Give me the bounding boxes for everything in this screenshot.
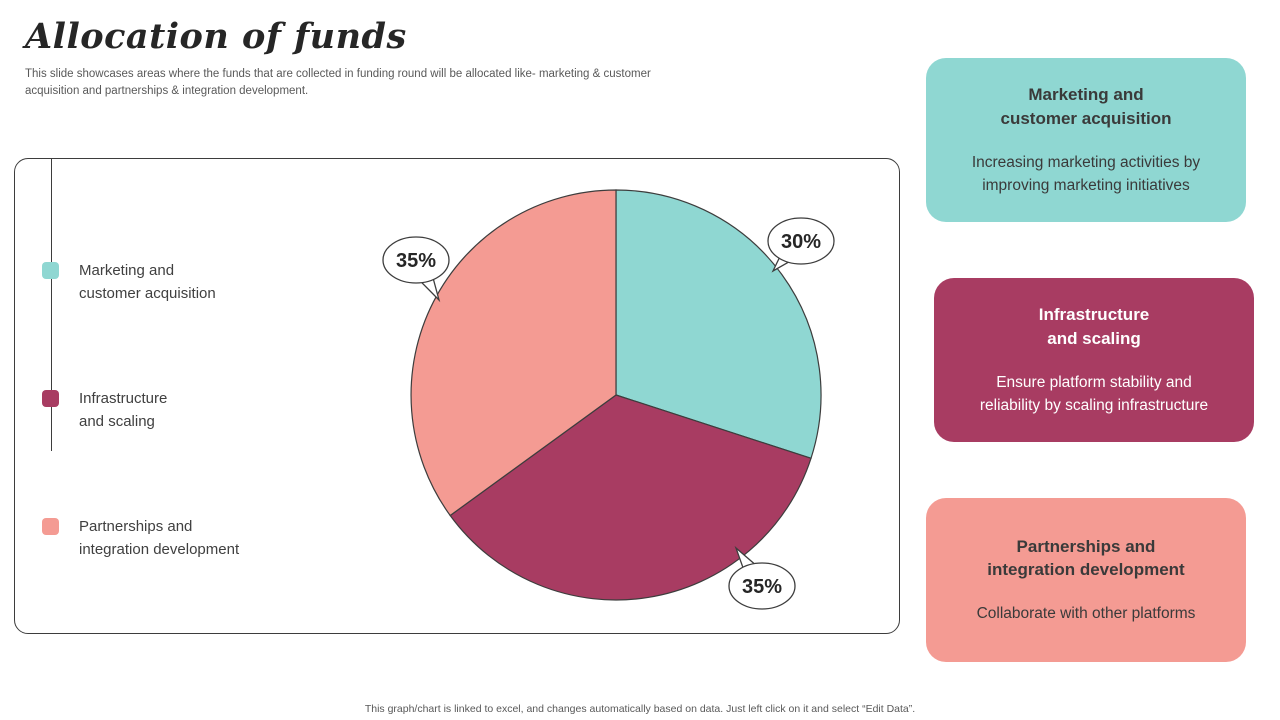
- callout-label-1: 35%: [742, 576, 782, 598]
- legend-item-partnerships: Partnerships and integration development: [42, 515, 239, 562]
- legend-item-marketing: Marketing and customer acquisition: [42, 259, 216, 306]
- card-infrastructure: Infrastructure and scaling Ensure platfo…: [934, 278, 1254, 442]
- pie-chart[interactable]: 30% 35% 35%: [15, 159, 899, 633]
- page-title: Allocation of funds: [25, 16, 407, 57]
- legend-label-partnerships: Partnerships and integration development: [79, 518, 240, 559]
- legend-label-infrastructure: Infrastructure and scaling: [79, 390, 168, 431]
- pie-slice-0[interactable]: [615, 189, 822, 460]
- card-partnerships: Partnerships and integration development…: [926, 498, 1246, 662]
- callout-bubble-1: [728, 562, 796, 610]
- card-title-partnerships: Partnerships and integration development: [987, 536, 1185, 580]
- card-marketing: Marketing and customer acquisition Incre…: [926, 58, 1246, 222]
- slide-subtitle: This slide showcases areas where the fun…: [25, 68, 651, 97]
- card-body-infrastructure: Ensure platform stability and reliabilit…: [979, 373, 1209, 414]
- legend-swatch-infrastructure: [42, 390, 59, 407]
- callout-label-0: 30%: [781, 231, 821, 253]
- card-body-marketing: Increasing marketing activities by impro…: [971, 153, 1201, 194]
- card-title-infrastructure: Infrastructure and scaling: [1038, 304, 1150, 348]
- callout-bubble-0: [767, 217, 835, 265]
- legend-item-infrastructure: Infrastructure and scaling: [42, 387, 167, 434]
- card-body-partnerships: Collaborate with other platforms: [976, 605, 1196, 623]
- legend-swatch-marketing: [42, 262, 59, 279]
- legend-label-marketing: Marketing and customer acquisition: [79, 262, 216, 303]
- legend-rule: [51, 159, 52, 451]
- pie-chart-panel[interactable]: 30% 35% 35% Marketing and customer acquisi…: [14, 158, 900, 634]
- pie-slice-2[interactable]: [410, 189, 617, 517]
- slide-header: Allocation of funds This slide showcases…: [25, 16, 745, 99]
- legend-swatch-partnerships: [42, 518, 59, 535]
- callout-label-2: 35%: [396, 250, 436, 272]
- pie-slice-1[interactable]: [449, 394, 812, 601]
- callout-bubble-2: [382, 236, 450, 284]
- slide-footer-note: This graph/chart is linked to excel, and…: [364, 703, 916, 715]
- card-title-marketing: Marketing and customer acquisition: [1000, 84, 1172, 128]
